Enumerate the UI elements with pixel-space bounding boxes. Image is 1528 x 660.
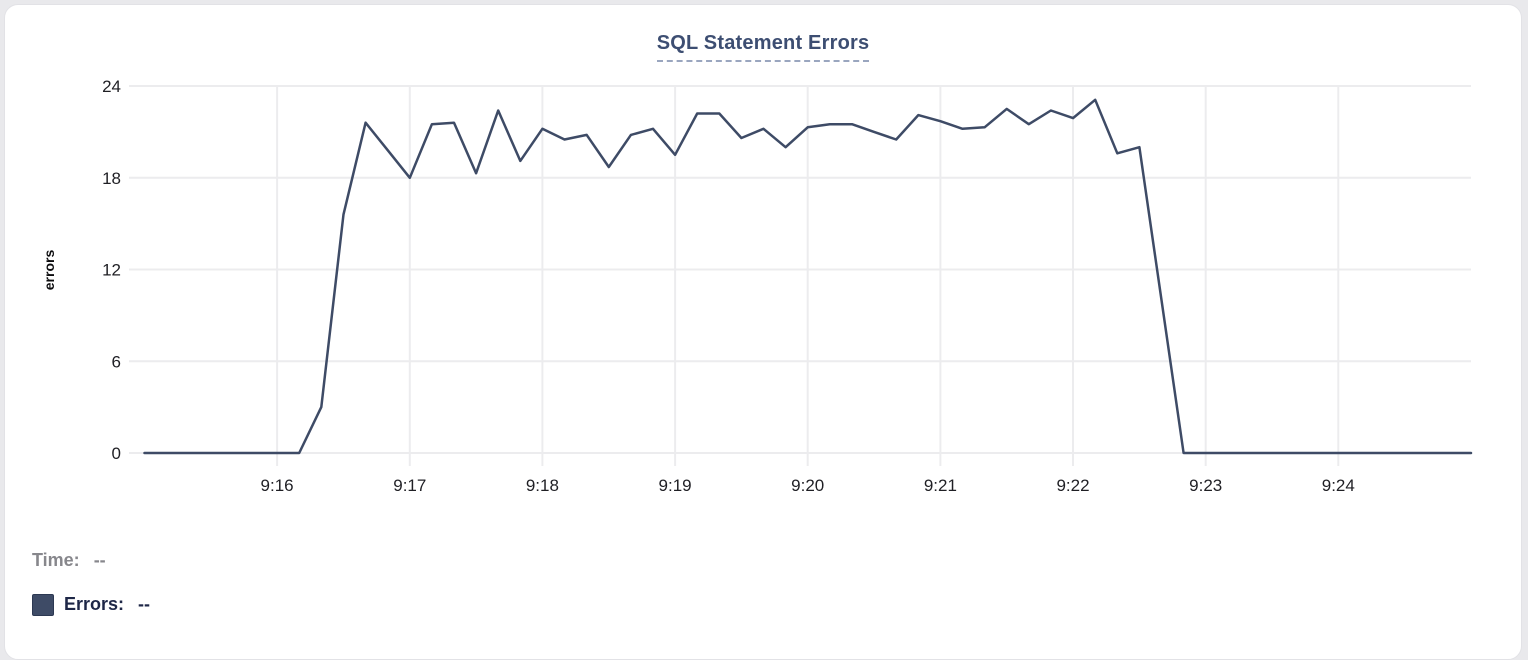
y-tick-label: 24	[102, 77, 121, 96]
x-tick-label: 9:21	[924, 476, 957, 495]
y-tick-label: 18	[102, 169, 121, 188]
x-tick-label: 9:19	[659, 476, 692, 495]
x-tick-label: 9:24	[1322, 476, 1355, 495]
x-tick-label: 9:17	[393, 476, 426, 495]
chart-title[interactable]: SQL Statement Errors	[656, 32, 870, 62]
errors-series-line	[143, 98, 1473, 455]
x-tick-label: 9:22	[1056, 476, 1089, 495]
y-tick-label: 6	[112, 352, 121, 371]
chart-header: SQL Statement Errors	[5, 32, 1521, 62]
legend-time-label: Time:	[32, 550, 80, 570]
x-tick-label: 9:16	[261, 476, 294, 495]
legend-errors-row: Errors: --	[32, 593, 150, 616]
legend-time-value: --	[93, 550, 106, 570]
errors-line-chart[interactable]: 0 6 12 18 24 9:16 9:17 9:18 9:19 9:20 9:21 9:22 9:23…	[5, 61, 1525, 506]
y-tick-label: 12	[102, 261, 121, 280]
legend-time-row: Time: --	[32, 549, 106, 572]
errors-series-swatch	[32, 593, 54, 616]
legend-errors-value: --	[138, 594, 151, 614]
x-tick-label: 9:20	[791, 476, 824, 495]
y-tick-label: 0	[112, 444, 121, 463]
x-tick-label: 9:18	[526, 476, 559, 495]
legend-errors-label: Errors:	[64, 594, 125, 614]
y-axis-title: errors	[41, 250, 57, 291]
chart-card: SQL Statement Errors 0 6 12 18 24 9:16 9:17 9:1…	[4, 4, 1522, 660]
x-tick-label: 9:23	[1189, 476, 1222, 495]
